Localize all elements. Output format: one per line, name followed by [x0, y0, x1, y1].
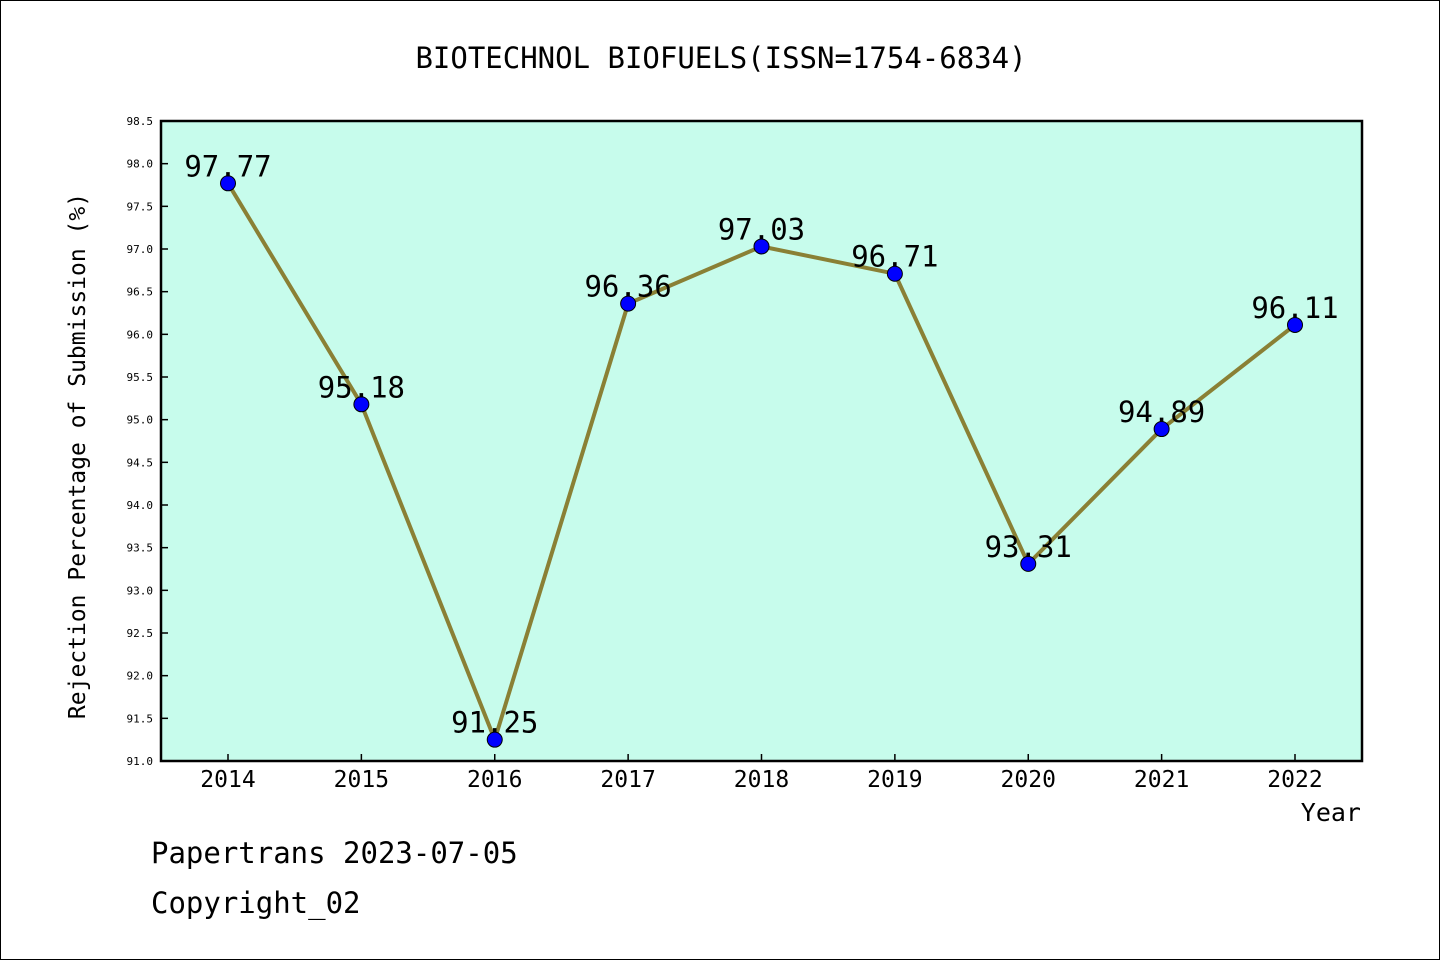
- x-tick-label: 2020: [1001, 767, 1056, 793]
- data-label: 96.71: [851, 240, 938, 274]
- y-axis-label: Rejection Percentage of Submission (%): [65, 193, 91, 719]
- data-point: [1287, 316, 1303, 333]
- x-tick-label: 2017: [600, 767, 655, 793]
- data-label: 95.18: [318, 370, 405, 404]
- y-tick-label: 97.5: [127, 200, 154, 213]
- data-label: 94.89: [1118, 395, 1205, 429]
- series-group: [220, 175, 1303, 748]
- data-point: [220, 175, 236, 192]
- y-tick-label: 92.5: [127, 627, 154, 640]
- y-tick-label: 96.5: [127, 286, 154, 299]
- x-tick-label: 2014: [200, 767, 255, 793]
- footer-copyright: Copyright_02: [151, 886, 361, 920]
- data-point: [620, 295, 637, 312]
- y-tick-label: 98.5: [127, 115, 154, 128]
- x-tick-label: 2022: [1267, 767, 1322, 793]
- data-point: [486, 731, 503, 748]
- data-label: 91.25: [451, 706, 538, 740]
- y-tick-label: 98.0: [127, 158, 154, 171]
- data-label: 97.03: [718, 212, 805, 246]
- data-label: 93.31: [985, 530, 1072, 564]
- y-tick-label: 93.5: [127, 542, 154, 555]
- y-tick-label: 91.5: [127, 712, 154, 725]
- data-label: 96.11: [1251, 291, 1338, 325]
- data-label: 96.36: [584, 270, 671, 304]
- y-tick-label: 95.5: [127, 371, 154, 384]
- y-tick-label: 95.0: [127, 414, 154, 427]
- x-tick-label: 2018: [734, 767, 789, 793]
- data-point: [353, 396, 370, 413]
- y-tick-label: 92.0: [127, 670, 154, 683]
- data-point: [1020, 555, 1037, 572]
- y-tick-label: 93.0: [127, 584, 154, 597]
- x-tick-label: 2019: [867, 767, 922, 793]
- x-tick-label: 2021: [1134, 767, 1189, 793]
- x-axis: 2014 2015 2016 2017 2018 2019 2020 2021 2022: [200, 754, 1323, 793]
- data-point: [753, 238, 770, 255]
- footer-date: Papertrans 2023-07-05: [151, 836, 518, 870]
- plot-area: [159, 119, 1364, 763]
- y-tick-label: 94.0: [127, 499, 154, 512]
- x-tick-label: 2015: [334, 767, 389, 793]
- data-point: [886, 265, 903, 282]
- x-tick-label: 2016: [467, 767, 522, 793]
- chart-title: BIOTECHNOL BIOFUELS(ISSN=1754-6834): [415, 41, 1026, 75]
- data-point: [1153, 421, 1170, 438]
- y-axis: 91.0 91.5 92.0 92.5 93.0 93.5 94.0 94.5 95.0 95.5…: [127, 115, 168, 768]
- y-tick-label: 97.0: [127, 243, 154, 256]
- y-tick-label: 94.5: [127, 456, 154, 469]
- x-axis-label: Year: [1301, 798, 1361, 827]
- data-label: 97.77: [184, 149, 271, 183]
- y-tick-label: 96.0: [127, 328, 154, 341]
- y-tick-label: 91.0: [127, 755, 154, 768]
- data-labels: 97.77 95.18 91.25 96.36 97.03 96.71 93.31 94.89…: [184, 149, 1338, 739]
